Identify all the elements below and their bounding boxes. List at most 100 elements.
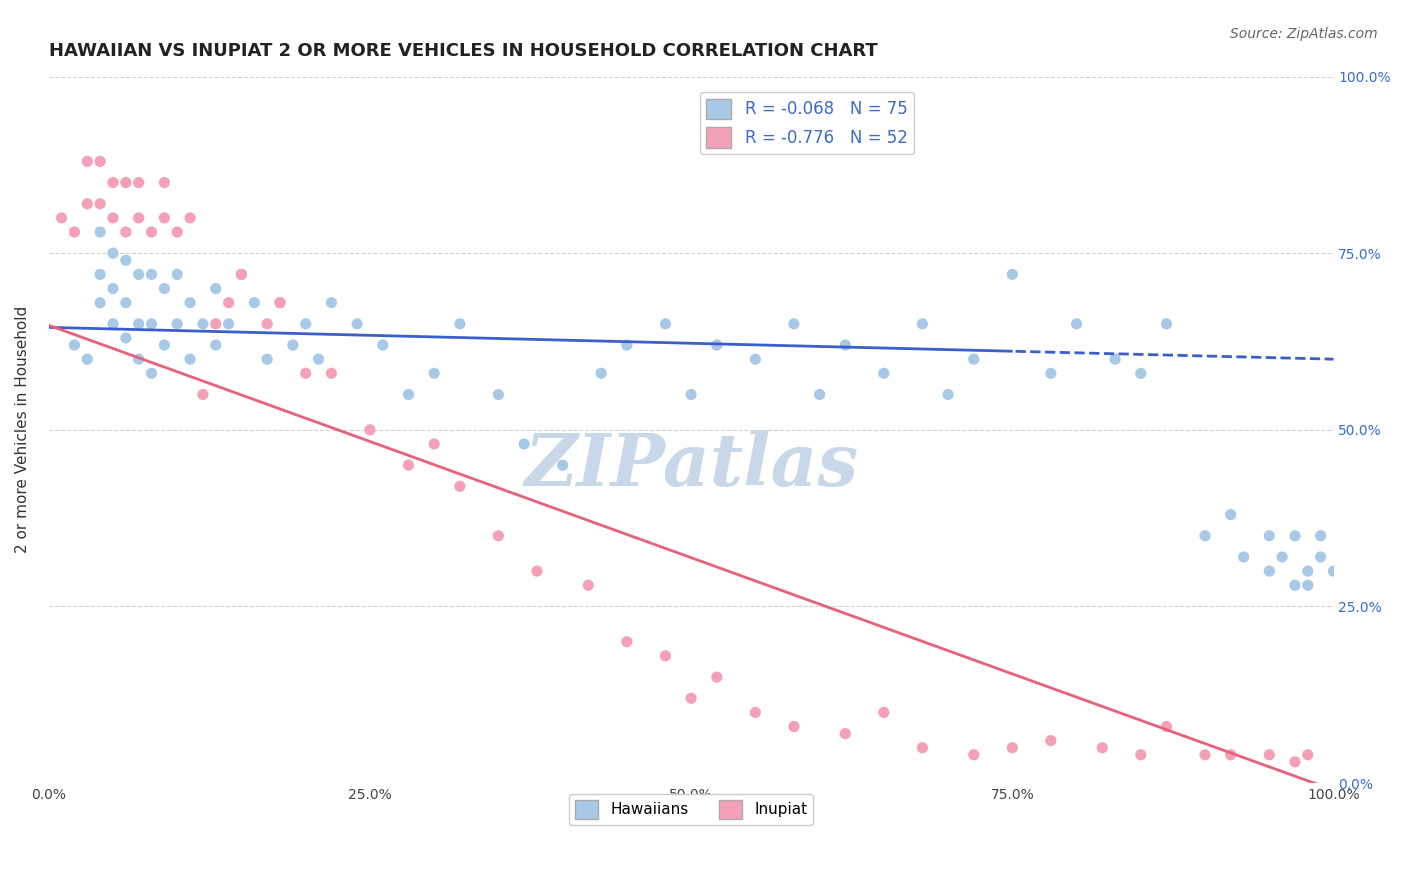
Point xyxy=(269,295,291,310)
Point xyxy=(101,176,124,190)
Point xyxy=(963,747,986,762)
Point xyxy=(321,295,343,310)
Point xyxy=(1129,366,1152,380)
Point xyxy=(1039,733,1062,747)
Point xyxy=(1219,747,1241,762)
Point xyxy=(101,317,124,331)
Point xyxy=(873,366,896,380)
Point xyxy=(141,366,163,380)
Point xyxy=(808,387,831,401)
Point xyxy=(681,387,703,401)
Point xyxy=(1066,317,1088,331)
Point xyxy=(153,176,176,190)
Point xyxy=(204,338,226,352)
Point xyxy=(423,366,446,380)
Point xyxy=(513,437,536,451)
Point xyxy=(218,295,240,310)
Point xyxy=(1219,508,1241,522)
Point xyxy=(1001,740,1024,755)
Point xyxy=(141,225,163,239)
Point xyxy=(128,176,150,190)
Point xyxy=(1104,352,1126,367)
Point xyxy=(398,458,420,472)
Point xyxy=(834,338,856,352)
Point xyxy=(1271,549,1294,564)
Point xyxy=(281,338,304,352)
Point xyxy=(63,225,86,239)
Point xyxy=(1156,317,1178,331)
Point xyxy=(398,387,420,401)
Point xyxy=(89,196,111,211)
Point xyxy=(681,691,703,706)
Point xyxy=(114,331,136,345)
Point xyxy=(141,317,163,331)
Point xyxy=(166,225,188,239)
Point xyxy=(744,352,766,367)
Point xyxy=(551,458,574,472)
Point xyxy=(1296,747,1319,762)
Point xyxy=(76,154,98,169)
Point xyxy=(359,423,381,437)
Y-axis label: 2 or more Vehicles in Household: 2 or more Vehicles in Household xyxy=(15,306,30,553)
Point xyxy=(51,211,73,225)
Point xyxy=(256,317,278,331)
Point xyxy=(321,366,343,380)
Point xyxy=(269,295,291,310)
Point xyxy=(114,295,136,310)
Point xyxy=(616,338,638,352)
Point xyxy=(783,317,806,331)
Point xyxy=(153,211,176,225)
Point xyxy=(166,268,188,282)
Point xyxy=(101,211,124,225)
Point xyxy=(166,317,188,331)
Point xyxy=(231,268,253,282)
Point xyxy=(141,268,163,282)
Point xyxy=(76,352,98,367)
Point xyxy=(576,578,599,592)
Point xyxy=(371,338,394,352)
Point xyxy=(423,437,446,451)
Point xyxy=(963,352,986,367)
Point xyxy=(783,719,806,733)
Point xyxy=(191,387,214,401)
Legend: Hawaiians, Inupiat: Hawaiians, Inupiat xyxy=(569,794,813,825)
Point xyxy=(76,196,98,211)
Point xyxy=(1091,740,1114,755)
Text: Source: ZipAtlas.com: Source: ZipAtlas.com xyxy=(1230,27,1378,41)
Point xyxy=(1194,529,1216,543)
Point xyxy=(744,706,766,720)
Point xyxy=(1258,747,1281,762)
Text: HAWAIIAN VS INUPIAT 2 OR MORE VEHICLES IN HOUSEHOLD CORRELATION CHART: HAWAIIAN VS INUPIAT 2 OR MORE VEHICLES I… xyxy=(49,42,877,60)
Point xyxy=(834,726,856,740)
Point xyxy=(101,281,124,295)
Point xyxy=(526,564,548,578)
Point xyxy=(654,317,676,331)
Point xyxy=(153,281,176,295)
Point xyxy=(1156,719,1178,733)
Point xyxy=(706,670,728,684)
Point xyxy=(1309,549,1331,564)
Point xyxy=(153,338,176,352)
Point xyxy=(936,387,959,401)
Point xyxy=(346,317,368,331)
Point xyxy=(179,352,201,367)
Point xyxy=(218,317,240,331)
Point xyxy=(63,338,86,352)
Point xyxy=(204,317,226,331)
Point xyxy=(486,529,509,543)
Point xyxy=(179,295,201,310)
Point xyxy=(1258,529,1281,543)
Point xyxy=(191,317,214,331)
Point xyxy=(204,281,226,295)
Point xyxy=(294,317,316,331)
Point xyxy=(1284,578,1306,592)
Point xyxy=(114,225,136,239)
Point xyxy=(1001,268,1024,282)
Point xyxy=(89,295,111,310)
Point xyxy=(911,317,934,331)
Point xyxy=(449,317,471,331)
Point xyxy=(1284,529,1306,543)
Point xyxy=(89,225,111,239)
Point xyxy=(1039,366,1062,380)
Point xyxy=(114,176,136,190)
